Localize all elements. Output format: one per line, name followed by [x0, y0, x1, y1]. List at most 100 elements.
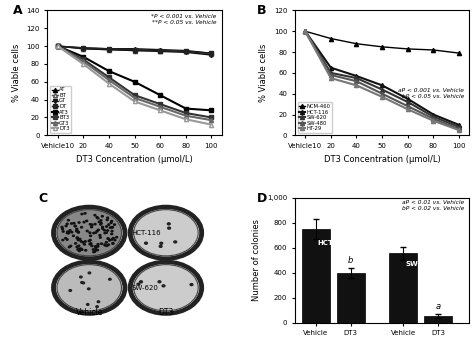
Line: HCT-116: HCT-116 — [303, 29, 461, 127]
BT — [55, 44, 61, 48]
Circle shape — [100, 220, 102, 221]
HCT-116 — [405, 97, 410, 101]
Circle shape — [94, 251, 96, 252]
Circle shape — [85, 249, 87, 251]
Circle shape — [97, 246, 99, 247]
NCM-460 — [456, 51, 462, 55]
NCM-460 — [405, 47, 410, 51]
Circle shape — [88, 240, 90, 242]
Circle shape — [102, 228, 104, 229]
GT — [157, 49, 163, 53]
NCM-460 — [430, 48, 436, 52]
SW-480 — [379, 92, 385, 96]
Line: BT3: BT3 — [55, 44, 214, 120]
AT — [157, 48, 163, 52]
AT3 — [209, 108, 214, 112]
Circle shape — [77, 249, 79, 250]
Circle shape — [83, 244, 85, 245]
BT — [183, 49, 189, 53]
GT3 — [81, 59, 86, 64]
DT — [132, 48, 137, 52]
Circle shape — [97, 244, 99, 245]
Circle shape — [87, 304, 89, 305]
HT-29 — [405, 107, 410, 111]
SW-480 — [328, 73, 334, 77]
AT3 — [55, 44, 61, 48]
Circle shape — [80, 241, 82, 242]
Circle shape — [57, 210, 121, 256]
Circle shape — [91, 224, 93, 226]
Circle shape — [106, 226, 108, 227]
NCM-460 — [302, 29, 308, 33]
Circle shape — [86, 230, 88, 232]
AT3 — [183, 107, 189, 111]
Circle shape — [111, 239, 113, 240]
HT-29 — [456, 128, 462, 132]
SW-620 — [430, 115, 436, 119]
SW-480 — [456, 127, 462, 131]
Circle shape — [76, 246, 78, 247]
Circle shape — [62, 231, 64, 232]
DT3 — [183, 117, 189, 121]
Circle shape — [94, 246, 96, 247]
Circle shape — [65, 225, 67, 227]
GT3 — [55, 44, 61, 48]
Text: SW-620: SW-620 — [131, 285, 158, 291]
Circle shape — [190, 283, 193, 286]
NCM-460 — [354, 42, 359, 46]
Line: AT: AT — [55, 44, 214, 55]
Circle shape — [105, 232, 107, 233]
SW-480 — [405, 104, 410, 108]
SW-620 — [354, 76, 359, 80]
Line: AT3: AT3 — [55, 44, 214, 112]
GT — [209, 53, 214, 57]
DT3 — [132, 99, 137, 103]
Text: SW-620: SW-620 — [406, 261, 435, 267]
Circle shape — [104, 232, 106, 234]
BT3 — [55, 44, 61, 48]
Circle shape — [94, 223, 96, 225]
AT — [209, 51, 214, 55]
Circle shape — [74, 243, 77, 244]
Circle shape — [100, 222, 102, 224]
Bar — [389, 253, 417, 323]
Circle shape — [80, 248, 82, 249]
Circle shape — [83, 221, 85, 223]
Circle shape — [78, 245, 80, 246]
Circle shape — [174, 241, 177, 243]
Text: DT3: DT3 — [158, 308, 173, 317]
Circle shape — [88, 272, 91, 274]
Bar — [302, 229, 330, 323]
Circle shape — [68, 246, 70, 248]
DT3 — [106, 82, 112, 86]
Circle shape — [112, 243, 114, 244]
Circle shape — [90, 223, 91, 225]
Circle shape — [114, 224, 116, 225]
Circle shape — [101, 215, 103, 217]
DT — [55, 44, 61, 48]
Text: HCT-116: HCT-116 — [131, 230, 161, 236]
AT3 — [106, 69, 112, 73]
DT3 — [81, 62, 86, 66]
SW-480 — [354, 79, 359, 83]
HCT-116 — [328, 66, 334, 70]
AT3 — [157, 93, 163, 97]
GT3 — [183, 113, 189, 118]
Circle shape — [77, 231, 79, 232]
Circle shape — [107, 217, 109, 219]
BT — [132, 49, 137, 53]
Circle shape — [104, 244, 106, 245]
Line: NCM-460: NCM-460 — [303, 29, 461, 55]
HCT-116 — [456, 123, 462, 127]
GT3 — [157, 105, 163, 109]
Circle shape — [81, 213, 83, 215]
Text: HCT-116: HCT-116 — [317, 240, 349, 246]
Circle shape — [66, 239, 68, 240]
HCT-116 — [379, 83, 385, 87]
Circle shape — [104, 245, 106, 246]
Circle shape — [71, 223, 73, 224]
Circle shape — [100, 237, 101, 238]
Circle shape — [108, 238, 109, 239]
Circle shape — [71, 231, 73, 233]
Circle shape — [96, 306, 98, 307]
